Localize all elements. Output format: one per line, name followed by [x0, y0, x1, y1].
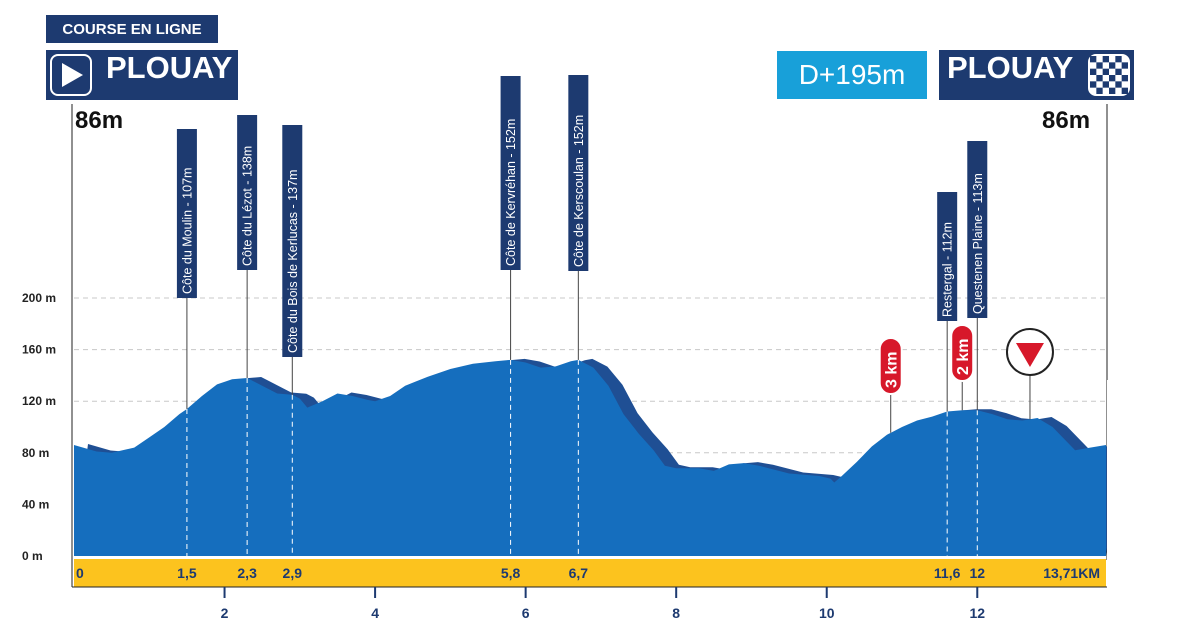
climb-label: Côte du Lézot - 138m: [241, 146, 255, 266]
finish-town-name: PLOUAY: [947, 50, 1074, 85]
finish-town-banner: PLOUAY: [939, 50, 1134, 100]
finish-altitude: 86m: [1042, 107, 1091, 134]
y-tick-label: 200 m: [22, 291, 56, 305]
climb-label-box: [282, 125, 303, 357]
checker-square: [1115, 68, 1122, 75]
climb-label-box: [568, 75, 589, 271]
climb-label-group: Côte de Kervréhan - 152m: [504, 119, 518, 266]
climb-label: Restergal - 112m: [941, 222, 955, 317]
climb-label-group: Restergal - 112m: [941, 222, 955, 317]
km-band-label: 11,6: [934, 565, 961, 581]
x-tick-label: 4: [371, 605, 379, 621]
course-type-label: COURSE EN LIGNE: [46, 15, 218, 43]
climb-label-box: [500, 76, 521, 270]
x-tick-label: 12: [969, 605, 985, 621]
km-marker-group: 2 km: [955, 339, 972, 375]
km-band-label: 13,71KM: [1043, 565, 1100, 581]
checker-square: [1096, 62, 1103, 69]
checker-square: [1102, 81, 1109, 88]
y-tick-label: 40 m: [22, 497, 49, 511]
checker-square: [1096, 75, 1103, 82]
checker-square: [1115, 56, 1122, 63]
x-tick-label: 10: [819, 605, 835, 621]
climb-label-box: [237, 115, 258, 270]
x-tick-label: 8: [672, 605, 680, 621]
climb-label: Côte du Moulin - 107m: [180, 168, 194, 294]
y-tick-label: 120 m: [22, 394, 56, 408]
checker-square: [1102, 68, 1109, 75]
checker-square: [1115, 81, 1122, 88]
y-tick-label: 160 m: [22, 343, 56, 357]
climb-label: Côte du Bois de Kerlucas - 137m: [286, 170, 300, 353]
km-band-label: 6,7: [569, 565, 589, 581]
km-band-label: 5,8: [501, 565, 521, 581]
km-marker-group: 3 km: [884, 352, 901, 388]
y-tick-label: 0 m: [22, 549, 43, 563]
checker-square: [1121, 75, 1128, 82]
climb-label-box: [937, 192, 958, 321]
checker-square: [1109, 87, 1116, 94]
km-marker-pill: [878, 337, 903, 395]
flamme-rouge-icon: [1015, 343, 1044, 367]
y-tick-label: 80 m: [22, 446, 49, 460]
start-town-banner: PLOUAY: [46, 50, 238, 100]
climb-label-group: Côte de Kerscoulan - 152m: [572, 115, 586, 267]
climb-label-group: Côte du Lézot - 138m: [241, 146, 255, 266]
climb-label: Côte de Kerscoulan - 152m: [572, 115, 586, 267]
checker-square: [1102, 56, 1109, 63]
km-marker-label: 3 km: [884, 352, 901, 388]
climb-label-group: Côte du Bois de Kerlucas - 137m: [286, 170, 300, 353]
start-altitude: 86m: [75, 107, 124, 134]
profile-area: [74, 359, 1106, 556]
checker-square: [1109, 62, 1116, 69]
checker-square: [1090, 56, 1097, 63]
checker-square: [1121, 87, 1128, 94]
km-band-label: 0: [76, 565, 84, 581]
climb-label-group: Côte du Moulin - 107m: [180, 168, 194, 294]
elevation-gain-badge: D+195m: [777, 51, 927, 99]
x-tick-label: 2: [221, 605, 229, 621]
checker-square: [1090, 81, 1097, 88]
start-town-name: PLOUAY: [106, 50, 233, 85]
km-band: [74, 559, 1106, 587]
checker-square: [1090, 68, 1097, 75]
checker-square: [1121, 62, 1128, 69]
start-play-icon: [50, 54, 92, 96]
climb-label: Côte de Kervréhan - 152m: [504, 119, 518, 266]
checker-square: [1096, 87, 1103, 94]
km-band-label: 1,5: [177, 565, 197, 581]
km-marker-pill: [950, 324, 975, 382]
climb-label-box: [176, 129, 197, 298]
checker-square: [1109, 75, 1116, 82]
x-tick-label: 6: [522, 605, 530, 621]
checkered-flag-icon: [1088, 54, 1130, 96]
climb-label-box: [967, 141, 988, 318]
km-band-label: 12: [969, 565, 985, 581]
km-band-label: 2,9: [283, 565, 303, 581]
km-marker-label: 2 km: [955, 339, 972, 375]
climb-label-group: Questenen Plaine - 113m: [971, 173, 985, 314]
km-band-label: 2,3: [237, 565, 257, 581]
edge-mask: [1107, 380, 1182, 560]
climb-label: Questenen Plaine - 113m: [971, 173, 985, 314]
